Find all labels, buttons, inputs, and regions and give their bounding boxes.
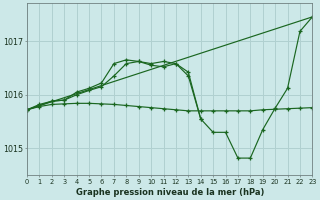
X-axis label: Graphe pression niveau de la mer (hPa): Graphe pression niveau de la mer (hPa): [76, 188, 264, 197]
